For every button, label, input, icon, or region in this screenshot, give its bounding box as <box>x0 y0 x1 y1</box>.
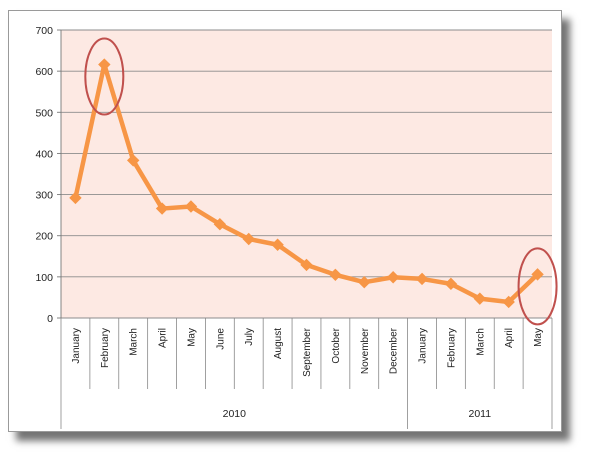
data-point-marker <box>213 217 227 231</box>
y-tick-label: 500 <box>35 107 53 119</box>
x-tick-label: October <box>331 327 342 363</box>
series-line <box>69 58 544 309</box>
y-tick-label: 400 <box>35 148 53 160</box>
data-point-marker <box>473 292 487 305</box>
x-tick-label: August <box>273 328 284 359</box>
x-tick-label: December <box>389 327 400 374</box>
data-point-marker <box>271 238 284 251</box>
data-point-marker <box>300 258 313 272</box>
x-tick-label: July <box>244 328 255 346</box>
gridlines <box>61 29 552 319</box>
y-tick-label: 300 <box>35 190 53 202</box>
plot-area <box>61 30 552 318</box>
x-tick-label: March <box>475 328 486 356</box>
data-point-marker <box>69 191 82 205</box>
line-chart: 0 100 200 300 400 500 600 700 January February Ma… <box>35 25 558 429</box>
y-tick-label: 700 <box>35 25 53 37</box>
highlight-ellipse <box>84 37 125 116</box>
data-point-marker <box>358 275 371 289</box>
data-point-marker <box>98 58 111 71</box>
highlight-ellipse <box>517 247 558 326</box>
data-point-marker <box>242 232 255 246</box>
x-tick-label: May <box>533 328 544 347</box>
data-point-marker <box>531 268 544 281</box>
x-tick-label: November <box>360 327 371 374</box>
x-tick-label: April <box>504 328 515 348</box>
data-point-marker <box>444 277 458 291</box>
y-tick-label: 600 <box>35 66 53 78</box>
data-point-marker <box>502 295 515 309</box>
data-point-marker <box>415 272 429 286</box>
highlight-ellipses <box>84 37 558 326</box>
y-tick-label: 100 <box>35 272 53 284</box>
x-tick-label: April <box>158 328 169 348</box>
group-label: 2010 <box>223 408 247 420</box>
x-tick-label: January <box>418 328 429 364</box>
x-tick-label: January <box>71 328 82 364</box>
x-axis-category-lines <box>60 318 553 389</box>
chart-frame: 0 100 200 300 400 500 600 700 January February Ma… <box>8 10 562 432</box>
x-tick-label: March <box>129 328 140 356</box>
group-label: 2011 <box>468 408 491 420</box>
x-tick-label: May <box>186 328 197 347</box>
data-point-marker <box>126 154 140 167</box>
x-axis-year-groups: 2010 2011 <box>60 389 553 429</box>
data-point-marker <box>184 200 198 213</box>
data-point-marker <box>386 271 400 284</box>
data-point-marker <box>155 202 169 215</box>
y-axis-tick-labels: 0 100 200 300 400 500 600 700 <box>35 25 62 325</box>
y-tick-label: 200 <box>35 231 53 243</box>
data-point-marker <box>329 268 342 282</box>
x-tick-label: September <box>302 327 313 377</box>
x-axis-tick-labels: January February March April May June July Augu… <box>71 327 544 377</box>
x-tick-label: June <box>215 328 226 350</box>
y-tick-label: 0 <box>47 313 53 325</box>
x-tick-label: February <box>446 328 457 368</box>
x-tick-label: February <box>100 328 111 368</box>
